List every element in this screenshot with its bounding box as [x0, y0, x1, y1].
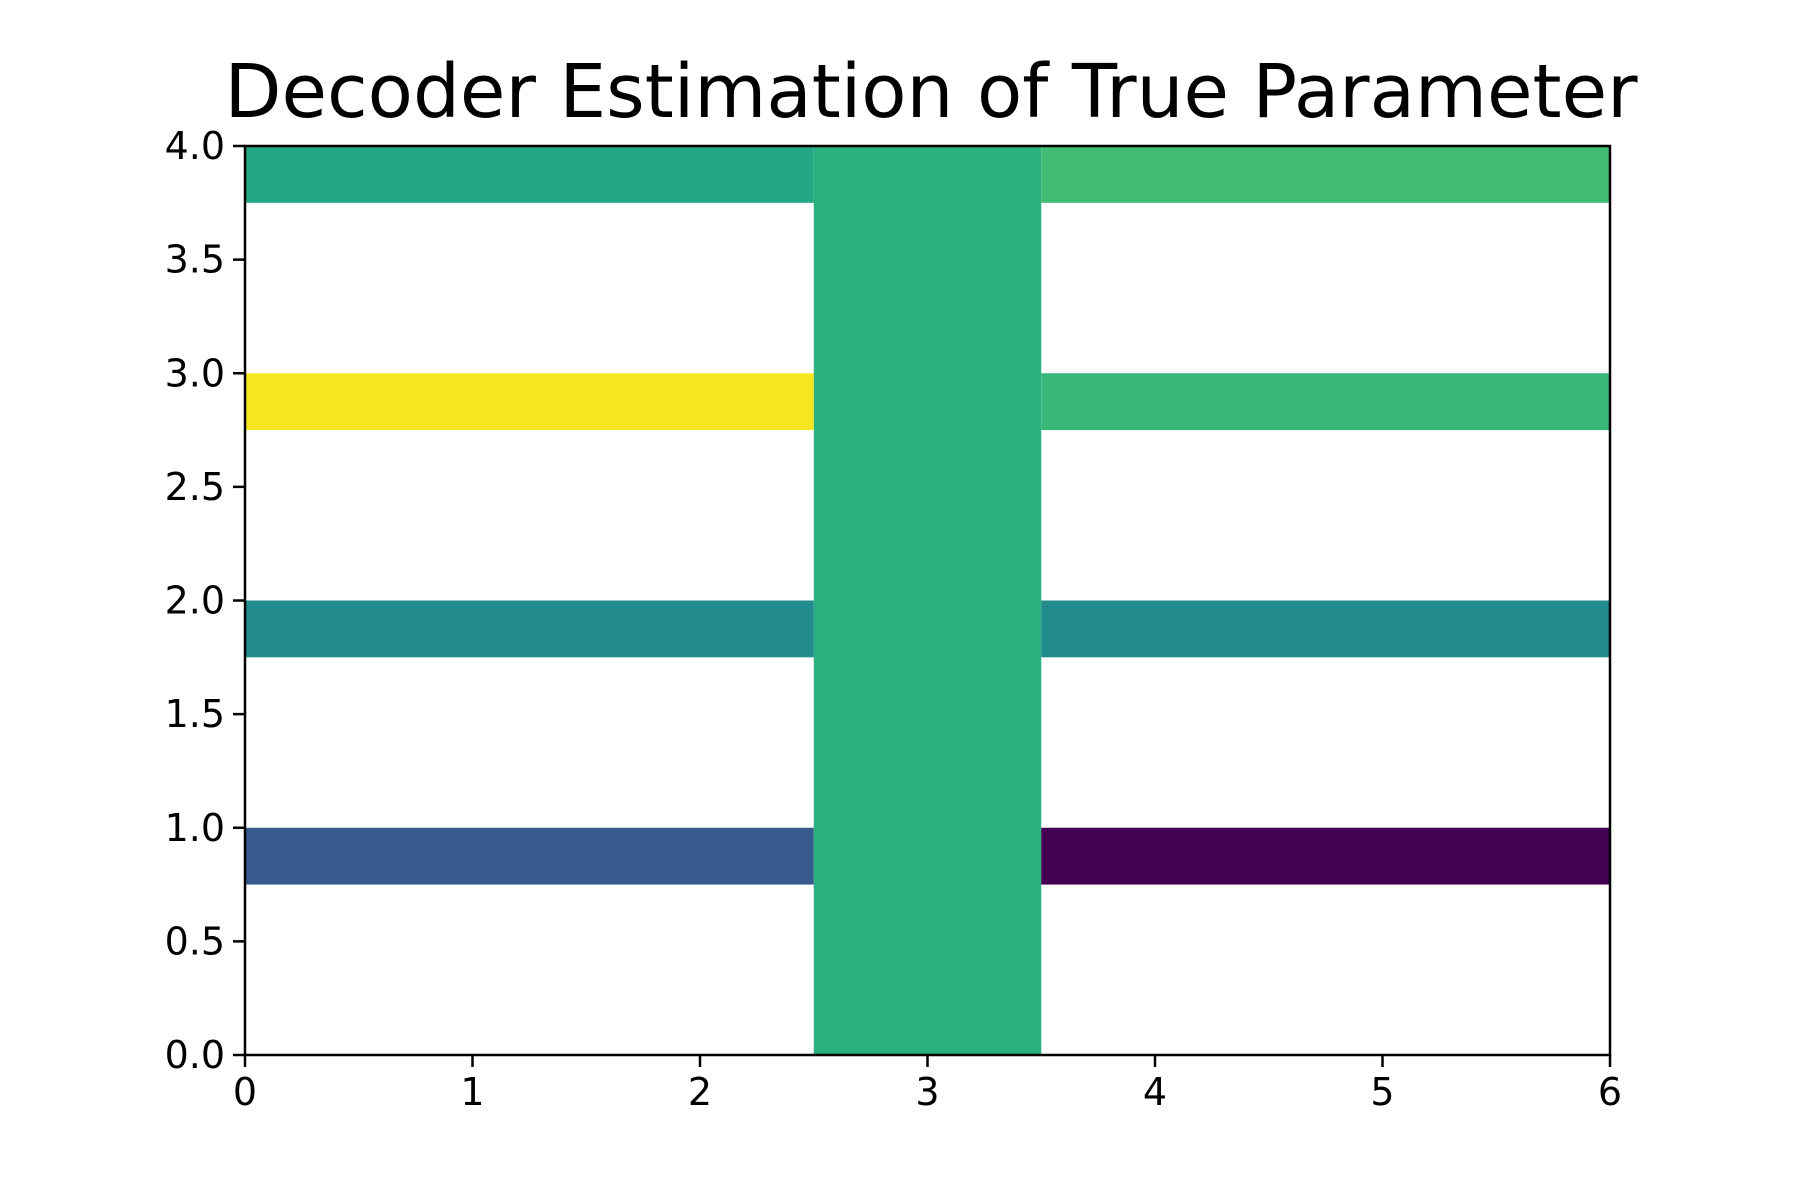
x-tick-label: 6	[1598, 1070, 1622, 1114]
y-tick-label: 1.0	[165, 806, 225, 850]
x-tick-label: 5	[1370, 1070, 1394, 1114]
heatmap-region-1	[245, 146, 814, 203]
y-tick-label: 4.0	[165, 124, 225, 168]
heatmap-region-6	[1041, 600, 1610, 658]
y-tick-label: 3.5	[165, 238, 225, 282]
heatmap-region-4	[1041, 373, 1610, 431]
y-tick-label: 1.5	[165, 692, 225, 736]
heatmap-region-5	[245, 600, 814, 658]
y-axis: 0.0 0.5 1.0 1.5 2.0 2.5 3.0 3.5 4.0	[165, 124, 245, 1077]
heatmap-region-3	[245, 373, 814, 431]
y-tick-label: 3.0	[165, 351, 225, 395]
x-tick-label: 0	[233, 1070, 257, 1114]
x-tick-label: 3	[915, 1070, 939, 1114]
x-tick-label: 2	[688, 1070, 712, 1114]
x-tick-label: 1	[460, 1070, 484, 1114]
y-tick-label: 0.5	[165, 919, 225, 963]
heatmap-region-8	[1041, 827, 1610, 885]
heatmap-regions	[245, 146, 1610, 1055]
y-tick-label: 2.5	[165, 465, 225, 509]
y-tick-label: 0.0	[165, 1033, 225, 1077]
heatmap-region-2	[1041, 146, 1610, 203]
chart-title: Decoder Estimation of True Parameter	[224, 49, 1638, 135]
x-tick-label: 4	[1143, 1070, 1167, 1114]
heatmap-region-0	[813, 146, 1042, 1055]
heatmap-region-7	[245, 827, 814, 885]
y-tick-label: 2.0	[165, 579, 225, 623]
x-axis: 0 1 2 3 4 5 6	[233, 1055, 1622, 1114]
